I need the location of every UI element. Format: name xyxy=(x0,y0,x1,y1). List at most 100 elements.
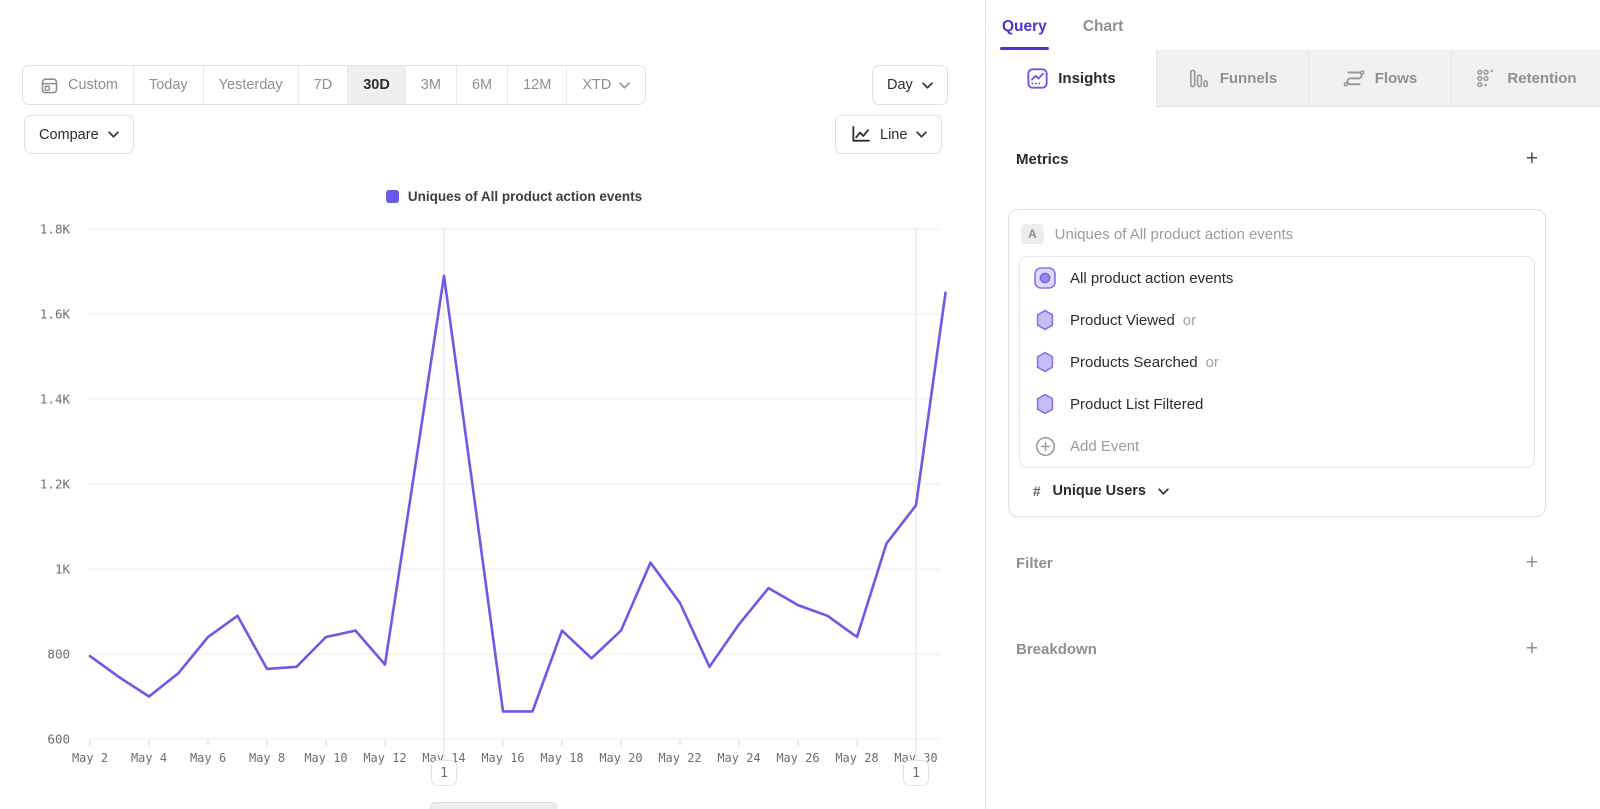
date-range-label: 6M xyxy=(471,77,493,93)
metrics-section-header: Metrics + xyxy=(1008,147,1546,170)
plus-circle-icon xyxy=(1034,436,1056,457)
x-tick-label: May 24 xyxy=(717,751,760,765)
compare-dropdown[interactable]: Compare xyxy=(24,115,134,154)
line-chart[interactable]: 600 800 1K 1.2K 1.4K 1.6K 1.8K May 2 May 4 May 6 M… xyxy=(0,0,985,809)
metric-card: A Uniques of All product action events A… xyxy=(1008,209,1546,517)
x-tick-label: May 6 xyxy=(190,751,226,765)
horizontal-scrollbar-thumb[interactable] xyxy=(430,802,557,809)
query-panel: Query Chart Insights Funnels Flows Ret xyxy=(986,0,1600,809)
x-tick-label: May 10 xyxy=(304,751,347,765)
event-row-all-product-action-events[interactable]: All product action events xyxy=(1020,257,1534,299)
y-tick-label: 800 xyxy=(47,647,70,662)
aggregation-dropdown[interactable]: # Unique Users xyxy=(1009,468,1545,516)
event-row-product-viewed[interactable]: Product Viewed or xyxy=(1020,299,1534,341)
date-range-7d[interactable]: 7D xyxy=(297,66,348,104)
y-tick-label: 600 xyxy=(47,732,70,747)
flows-icon xyxy=(1343,68,1365,88)
tab-query[interactable]: Query xyxy=(1000,18,1049,50)
panel-divider xyxy=(985,0,986,809)
add-breakdown-button[interactable]: + xyxy=(1525,637,1538,660)
x-tick-label: May 16 xyxy=(481,751,524,765)
y-tick-label: 1.4K xyxy=(40,392,71,407)
event-name: Products Searched xyxy=(1070,353,1198,371)
event-group-icon xyxy=(1034,267,1056,289)
date-range-label: XTD xyxy=(582,77,612,93)
event-row-products-searched[interactable]: Products Searched or xyxy=(1020,341,1534,383)
metric-series-header[interactable]: A Uniques of All product action events xyxy=(1009,210,1545,256)
date-range-label: Custom xyxy=(68,77,118,93)
add-event-label: Add Event xyxy=(1070,437,1140,455)
chart-type-label: Line xyxy=(880,126,908,143)
tab-retention[interactable]: Retention xyxy=(1451,50,1600,107)
event-operator: or xyxy=(1182,311,1197,329)
tab-insights[interactable]: Insights xyxy=(986,50,1156,107)
add-filter-button[interactable]: + xyxy=(1525,551,1538,574)
chevron-down-icon xyxy=(619,81,631,89)
y-tick-label: 1.2K xyxy=(40,477,71,492)
chart-legend: Uniques of All product action events xyxy=(88,189,940,204)
x-tick-label: May 20 xyxy=(599,751,642,765)
add-event-button[interactable]: Add Event xyxy=(1020,425,1534,467)
chevron-down-icon xyxy=(922,81,933,89)
y-tick-label: 1K xyxy=(55,562,71,577)
date-range-label: 7D xyxy=(313,77,333,93)
x-tick-label: May 26 xyxy=(776,751,819,765)
x-tick-label: May 12 xyxy=(363,751,406,765)
date-range-3m[interactable]: 3M xyxy=(404,66,456,104)
tab-chart[interactable]: Chart xyxy=(1082,18,1124,35)
event-name: All product action events xyxy=(1070,269,1234,287)
add-metric-button[interactable]: + xyxy=(1525,147,1538,170)
date-range-6m[interactable]: 6M xyxy=(455,66,507,104)
metrics-title: Metrics xyxy=(1016,150,1069,168)
date-range-today[interactable]: Today xyxy=(132,66,203,104)
date-range-label: Today xyxy=(148,77,188,93)
y-tick-label: 1.8K xyxy=(40,222,71,237)
series-name: Uniques of All product action events xyxy=(1054,225,1294,243)
chart-type-dropdown[interactable]: Line xyxy=(835,115,943,154)
calendar-icon xyxy=(38,76,60,95)
filter-title: Filter xyxy=(1016,554,1053,572)
annotation-badge[interactable]: 1 xyxy=(903,760,929,786)
panel-tab-bar: Query Chart xyxy=(986,0,1600,50)
series-line xyxy=(88,274,947,713)
tab-label: Flows xyxy=(1374,69,1418,87)
line-chart-icon xyxy=(850,125,871,144)
hexagon-event-icon xyxy=(1034,351,1056,373)
date-range-label: 30D xyxy=(363,77,390,93)
date-range-yesterday[interactable]: Yesterday xyxy=(202,66,298,104)
annotation-badge[interactable]: 1 xyxy=(431,760,457,786)
tab-funnels[interactable]: Funnels xyxy=(1156,50,1308,107)
date-range-xtd[interactable]: XTD xyxy=(566,66,645,104)
report-type-tabs: Insights Funnels Flows Retention xyxy=(986,50,1600,107)
tab-flows[interactable]: Flows xyxy=(1308,50,1451,107)
x-tick-label: May 4 xyxy=(131,751,167,765)
event-row-product-list-filtered[interactable]: Product List Filtered xyxy=(1020,383,1534,425)
x-tick-label: May 2 xyxy=(72,751,108,765)
aggregation-label: Unique Users xyxy=(1052,483,1146,499)
retention-icon xyxy=(1475,68,1497,88)
panel-body: Metrics + A Uniques of All product actio… xyxy=(986,147,1600,660)
granularity-dropdown[interactable]: Day xyxy=(872,65,948,105)
breakdown-title: Breakdown xyxy=(1016,640,1097,658)
date-range-control: Custom Today Yesterday 7D 30D 3M 6M 12M … xyxy=(22,65,647,105)
hash-icon: # xyxy=(1033,483,1041,499)
tab-label: Insights xyxy=(1058,69,1116,87)
chevron-down-icon xyxy=(916,131,928,138)
x-tick-label: May 18 xyxy=(540,751,583,765)
x-tick-label: May 28 xyxy=(835,751,878,765)
funnels-icon xyxy=(1188,68,1210,89)
date-range-label: 12M xyxy=(523,77,552,93)
compare-label: Compare xyxy=(39,126,99,143)
legend-swatch xyxy=(385,190,399,203)
event-operator: or xyxy=(1205,353,1219,371)
date-range-12m[interactable]: 12M xyxy=(507,66,566,104)
x-tick-label: May 22 xyxy=(658,751,701,765)
tab-label: Funnels xyxy=(1219,69,1278,87)
date-range-30d[interactable]: 30D xyxy=(347,66,405,104)
event-list: All product action events Product Viewed… xyxy=(1019,256,1535,468)
date-range-custom[interactable]: Custom xyxy=(23,66,133,104)
breakdown-section-header: Breakdown + xyxy=(1008,637,1546,660)
hexagon-event-icon xyxy=(1034,393,1056,415)
date-range-label: 3M xyxy=(420,77,441,93)
series-badge: A xyxy=(1021,224,1044,244)
